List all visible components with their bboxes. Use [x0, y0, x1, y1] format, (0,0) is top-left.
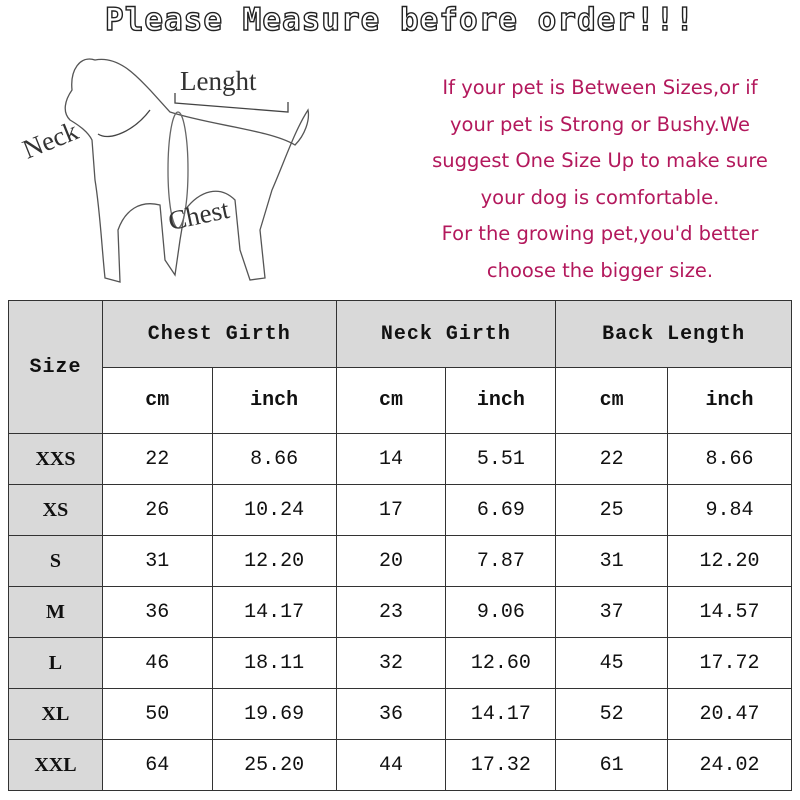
- size-header: Size: [8, 300, 103, 434]
- table-row: M 36 14.17 23 9.06 37 14.57: [8, 586, 792, 638]
- value-cell: 17.72: [667, 637, 792, 689]
- value-cell: 19.69: [211, 688, 337, 740]
- value-cell: 31: [101, 535, 213, 587]
- value-cell: 25.20: [211, 739, 337, 791]
- value-cell: 45: [555, 637, 669, 689]
- chest-girth-header: Chest Girth: [101, 300, 337, 368]
- value-cell: 14.17: [445, 688, 557, 740]
- value-cell: 10.24: [211, 484, 337, 536]
- value-cell: 9.06: [445, 586, 557, 638]
- value-cell: 44: [335, 739, 447, 791]
- table-row: XL 50 19.69 36 14.17 52 20.47: [8, 688, 792, 740]
- value-cell: 24.02: [667, 739, 792, 791]
- value-cell: 25: [555, 484, 669, 536]
- length-label: Lenght: [180, 66, 257, 96]
- value-cell: 52: [555, 688, 669, 740]
- advice-line: suggest One Size Up to make sure: [432, 149, 768, 172]
- value-cell: 61: [555, 739, 669, 791]
- advice-line: choose the bigger size.: [486, 258, 714, 282]
- back-length-header: Back Length: [555, 300, 792, 368]
- value-cell: 46: [101, 637, 213, 689]
- size-cell: XXL: [8, 739, 103, 791]
- value-cell: 6.69: [445, 484, 557, 536]
- table-row: XS 26 10.24 17 6.69 25 9.84: [8, 484, 792, 536]
- neck-girth-header: Neck Girth: [335, 300, 557, 368]
- table-row: L 46 18.11 32 12.60 45 17.72: [8, 637, 792, 689]
- value-cell: 36: [101, 586, 213, 638]
- advice-line: For the growing pet,you'd better: [441, 222, 759, 245]
- advice-line: your dog is comfortable.: [480, 185, 720, 209]
- unit-header: inch: [445, 367, 557, 434]
- value-cell: 12.20: [211, 535, 337, 587]
- value-cell: 22: [101, 433, 213, 485]
- value-cell: 14: [335, 433, 447, 485]
- size-cell: S: [8, 535, 103, 587]
- value-cell: 36: [335, 688, 447, 740]
- unit-header: inch: [211, 367, 337, 434]
- sizing-advice: If your pet is Between Sizes,or if your …: [400, 70, 800, 289]
- value-cell: 64: [101, 739, 213, 791]
- value-cell: 20.47: [667, 688, 792, 740]
- value-cell: 14.17: [211, 586, 337, 638]
- size-cell: L: [8, 637, 103, 689]
- table-row: S 31 12.20 20 7.87 31 12.20: [8, 535, 792, 587]
- value-cell: 20: [335, 535, 447, 587]
- size-cell: XXS: [8, 433, 103, 485]
- value-cell: 7.87: [445, 535, 557, 587]
- unit-header: inch: [667, 367, 792, 434]
- value-cell: 12.20: [667, 535, 792, 587]
- advice-line: If your pet is Between Sizes,or if: [442, 76, 758, 99]
- size-chart-table: Size Chest Girth Neck Girth Back Length …: [8, 300, 792, 791]
- size-cell: M: [8, 586, 103, 638]
- size-cell: XS: [8, 484, 103, 536]
- page-title: Please Measure before order!!!: [104, 1, 695, 38]
- value-cell: 5.51: [445, 433, 557, 485]
- value-cell: 22: [555, 433, 669, 485]
- value-cell: 14.57: [667, 586, 792, 638]
- value-cell: 50: [101, 688, 213, 740]
- value-cell: 17.32: [445, 739, 557, 791]
- value-cell: 31: [555, 535, 669, 587]
- value-cell: 23: [335, 586, 447, 638]
- value-cell: 9.84: [667, 484, 792, 536]
- table-row: XXS 22 8.66 14 5.51 22 8.66: [8, 433, 792, 485]
- unit-header: cm: [101, 367, 213, 434]
- value-cell: 17: [335, 484, 447, 536]
- unit-header: cm: [555, 367, 669, 434]
- value-cell: 32: [335, 637, 447, 689]
- size-cell: XL: [8, 688, 103, 740]
- value-cell: 8.66: [211, 433, 337, 485]
- table-row: XXL 64 25.20 44 17.32 61 24.02: [8, 739, 792, 791]
- unit-header: cm: [335, 367, 447, 434]
- dog-measurement-illustration: [64, 58, 310, 283]
- value-cell: 37: [555, 586, 669, 638]
- value-cell: 26: [101, 484, 213, 536]
- advice-line: your pet is Strong or Bushy.We: [449, 112, 750, 136]
- value-cell: 12.60: [445, 637, 557, 689]
- value-cell: 8.66: [667, 433, 792, 485]
- value-cell: 18.11: [211, 637, 337, 689]
